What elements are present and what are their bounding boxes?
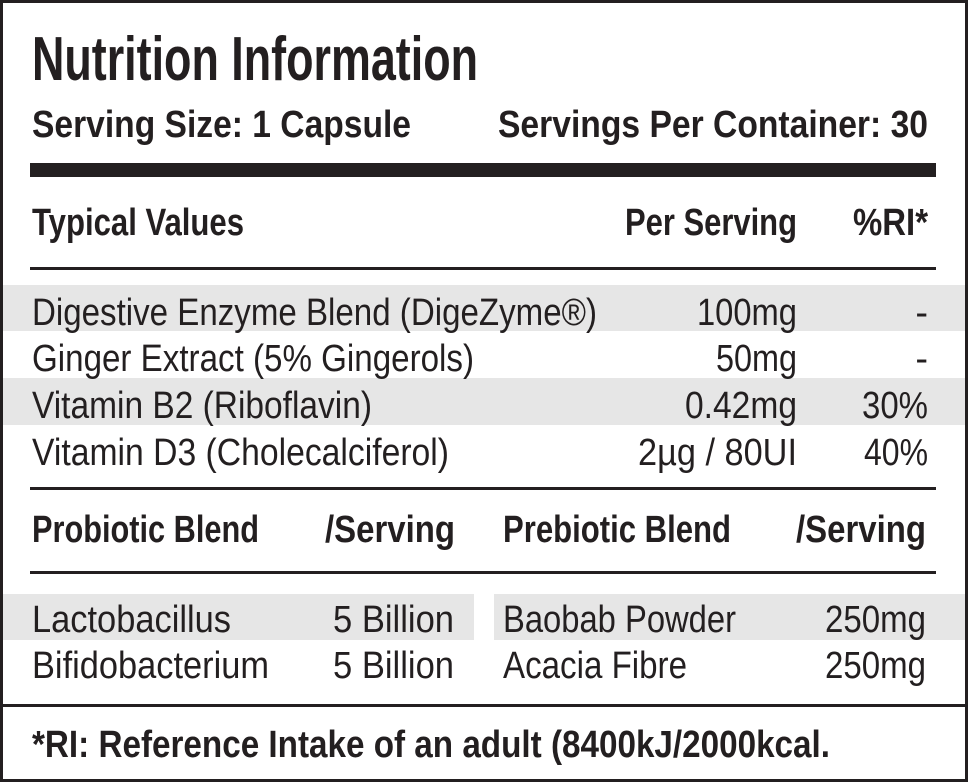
serving-size: Serving Size: 1 Capsule	[32, 104, 411, 146]
title: Nutrition Information	[32, 25, 478, 94]
per-serving: 100mg	[697, 292, 797, 334]
column-header: Typical Values	[32, 202, 244, 244]
per-serving: 50mg	[716, 338, 797, 380]
nutrient-name: Digestive Enzyme Blend (DigeZyme®)	[32, 292, 597, 334]
rule	[30, 571, 936, 574]
ri: 40%	[864, 432, 928, 474]
amount: 5 Billion	[333, 599, 454, 641]
ri: -	[915, 292, 928, 334]
ingredient: Acacia Fibre	[503, 645, 687, 687]
ingredient: Baobab Powder	[503, 599, 736, 641]
row-shade	[3, 594, 474, 640]
row-shade	[3, 378, 965, 425]
blend-header: /Serving	[796, 509, 926, 551]
row-shade	[3, 285, 965, 331]
row-shade	[494, 594, 965, 640]
ri: -	[915, 338, 928, 380]
amount: 5 Billion	[333, 645, 454, 687]
footnote: *RI: Reference Intake of an adult (8400k…	[32, 724, 830, 766]
thick-rule	[30, 163, 936, 177]
blend-header: Prebiotic Blend	[503, 509, 731, 551]
nutrient-name: Vitamin D3 (Cholecalciferol)	[32, 432, 449, 474]
ri: 30%	[862, 385, 928, 427]
rule	[30, 267, 936, 270]
ingredient: Bifidobacterium	[32, 645, 269, 687]
blend-header: /Serving	[325, 509, 455, 551]
per-serving: 0.42mg	[685, 385, 797, 427]
blend-header: Probiotic Blend	[32, 509, 259, 551]
amount: 250mg	[825, 599, 926, 641]
rule	[30, 487, 936, 490]
column-header: %RI*	[853, 202, 928, 244]
ingredient: Lactobacillus	[32, 599, 231, 641]
amount: 250mg	[825, 645, 926, 687]
column-header: Per Serving	[625, 202, 797, 244]
nutrient-name: Vitamin B2 (Riboflavin)	[32, 385, 372, 427]
nutrient-name: Ginger Extract (5% Gingerols)	[32, 338, 474, 380]
per-serving: 2µg / 80UI	[638, 432, 797, 474]
servings-per-container: Servings Per Container: 30	[498, 104, 928, 146]
rule	[0, 704, 968, 707]
